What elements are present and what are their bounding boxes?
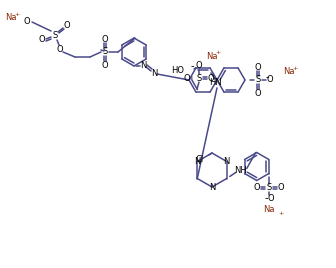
Text: N: N [151,69,157,79]
Text: O: O [255,62,261,72]
Text: S: S [196,74,202,83]
Text: O: O [39,35,45,44]
Text: +: + [14,12,19,17]
Text: S: S [266,183,271,192]
Text: -: - [190,61,194,71]
Text: O: O [267,194,274,203]
Text: +: + [278,211,284,216]
Text: O: O [184,74,190,83]
Text: O: O [267,76,273,84]
Text: +: + [292,65,298,70]
Text: -: - [265,72,269,82]
Text: O: O [254,183,260,192]
Text: S: S [102,47,108,57]
Text: HO: HO [171,66,184,75]
Text: O: O [102,35,108,43]
Text: N: N [194,157,201,166]
Text: O: O [102,61,108,69]
Text: Na: Na [283,68,294,76]
Text: Na: Na [5,13,16,23]
Text: Na: Na [263,205,275,214]
Text: S: S [255,76,261,84]
Text: -: - [264,193,267,203]
Text: O: O [278,183,284,192]
Text: O: O [64,21,70,31]
Text: O: O [208,74,214,83]
Text: HN: HN [210,78,222,87]
Text: Na: Na [206,52,217,61]
Text: N: N [209,183,215,192]
Text: O: O [196,61,202,70]
Text: N: N [140,61,146,70]
Text: S: S [52,31,58,39]
Text: NH: NH [234,166,247,175]
Text: Cl: Cl [196,154,204,163]
Text: O: O [24,17,30,27]
Text: O: O [57,44,63,54]
Text: O: O [255,88,261,98]
Text: N: N [223,157,230,166]
Text: +: + [215,50,221,55]
